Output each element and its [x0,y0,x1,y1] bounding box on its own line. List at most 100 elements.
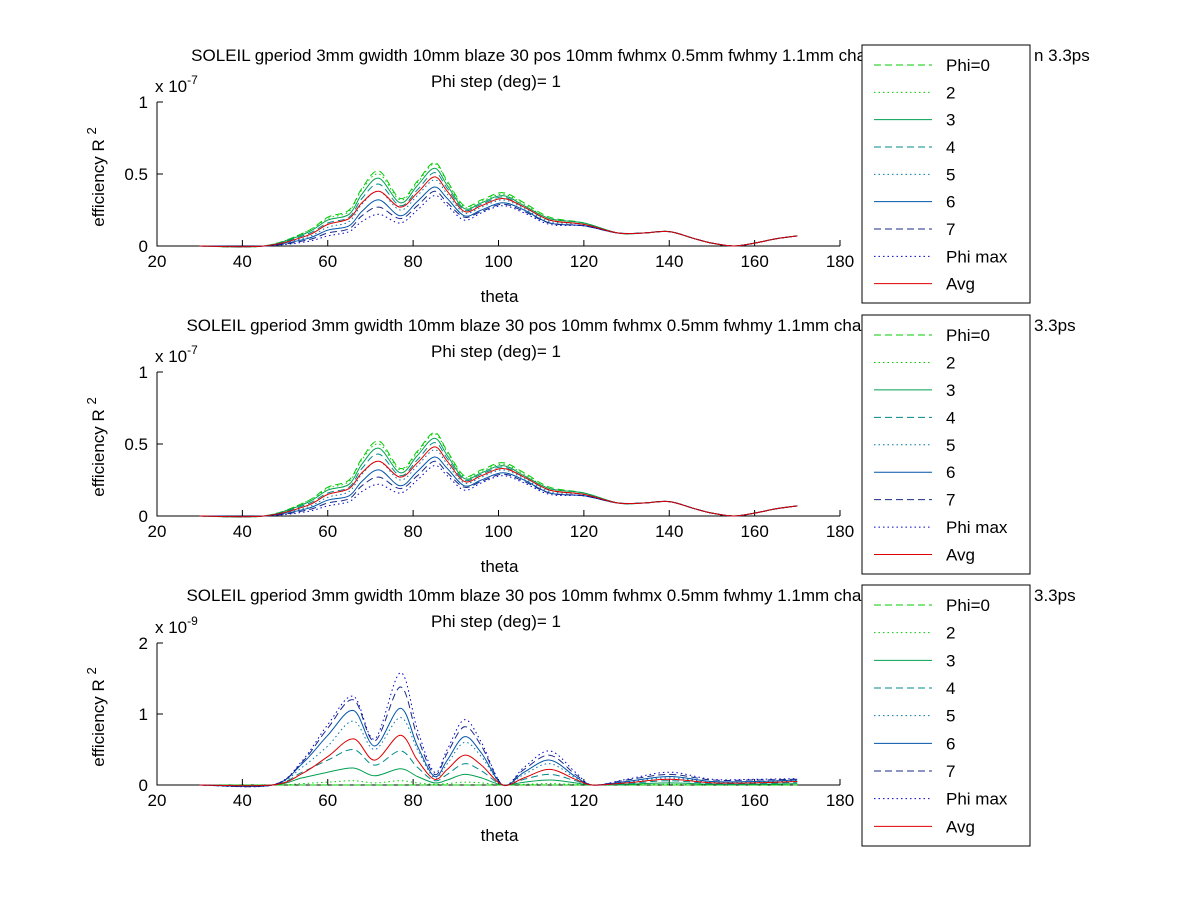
x-tick-label: 160 [740,252,768,271]
x-tick-label: 40 [233,252,252,271]
subplot-3: 20 40 60 80 100 120 140 160 180 0 1 2 x 10-9 SOLEIL g… [84,584,1076,847]
x-tick-label: 60 [318,791,337,810]
series-line-7 [199,190,798,247]
series-line-avg [199,176,798,248]
x-axis-label: theta [481,826,519,845]
x-tick-label: 20 [148,791,167,810]
legend-label: Phi max [946,247,1008,266]
chart-subtitle: Phi step (deg)= 1 [431,72,561,91]
y-axis-label: efficiency R 2 [84,127,108,227]
axes-frame [156,372,840,517]
x-tick-label: 80 [404,522,423,541]
x-tick-label: 180 [826,252,854,271]
legend-label: Avg [946,275,975,294]
y-tick-label: 0.5 [124,165,148,184]
legend: Phi=0 2 3 4 5 6 7 Phi max Avg [861,314,1031,575]
legend-label: Phi=0 [946,596,990,615]
legend-label: 7 [946,491,955,510]
chart-title-tail: n 3.3ps [1034,46,1090,65]
scale-factor: x 10-7 [155,73,198,96]
series-line-3 [199,437,798,518]
y-tick-label: 0 [139,507,148,526]
legend-label: 3 [946,381,955,400]
legend-box [861,314,1031,575]
x-tick-label: 160 [740,522,768,541]
scale-factor: x 10-9 [155,614,198,637]
legend-box [861,44,1031,304]
legend-label: 4 [946,679,955,698]
series-line-phi-max [199,672,798,788]
x-tick-label: 40 [233,522,252,541]
series-line-6 [199,707,798,788]
series-line-3 [199,167,798,248]
x-tick-label: 140 [655,791,683,810]
legend-label: Phi max [946,518,1008,537]
legend-label: 2 [946,83,955,102]
chart-subtitle: Phi step (deg)= 1 [431,342,561,361]
series-line-avg [199,734,798,787]
y-tick-label: 0 [139,237,148,256]
legend-label: 7 [946,220,955,239]
y-tick-label: 2 [139,634,148,653]
x-tick-label: 20 [148,252,167,271]
scale-factor: x 10-7 [155,343,198,366]
legend-label: Phi=0 [946,326,990,345]
x-tick-label: 100 [484,791,512,810]
y-axis-label-exponent: 2 [84,667,99,674]
chart-title: SOLEIL gperiod 3mm gwidth 10mm blaze 30 … [186,586,909,605]
series-line-5 [199,179,798,248]
legend-label: 5 [946,707,955,726]
x-tick-label: 100 [484,522,512,541]
x-axis-label: theta [481,557,519,576]
legend: Phi=0 2 3 4 5 6 7 Phi max Avg [861,584,1031,847]
legend-label: 6 [946,734,955,753]
axes-frame [156,102,840,247]
legend-label: Avg [946,546,975,565]
series-line-7 [199,686,798,788]
subplot-2: 20 40 60 80 100 120 140 160 180 0 0.5 1 x 10-7 SOLEIL… [84,314,1076,576]
legend-box [861,584,1031,847]
y-axis-label: efficiency R 2 [84,397,108,497]
chart-title: SOLEIL gperiod 3mm gwidth 10mm blaze 30 … [186,316,909,335]
x-axis-label: theta [481,287,519,306]
x-tick-label: 80 [404,252,423,271]
series-group [199,431,798,518]
x-tick-label: 180 [826,791,854,810]
x-tick-label: 40 [233,791,252,810]
axes-frame [156,643,840,786]
y-tick-label: 1 [139,93,148,112]
legend: Phi=0 2 3 4 5 6 7 Phi max Avg [861,44,1031,304]
y-tick-label: 1 [139,705,148,724]
x-tick-label: 120 [570,522,598,541]
legend-label: 5 [946,165,955,184]
x-tick-label: 120 [570,252,598,271]
series-group [199,672,798,788]
series-line-2 [199,163,798,248]
x-tick-label: 100 [484,252,512,271]
legend-label: 7 [946,762,955,781]
x-tick-label: 80 [404,791,423,810]
legend-label: 5 [946,436,955,455]
legend-label: Avg [946,817,975,836]
series-group [199,161,798,248]
series-line-3 [199,767,798,787]
x-tick-label: 20 [148,522,167,541]
legend-label: 6 [946,193,955,212]
scale-exponent: -7 [187,73,198,87]
series-line-4 [199,172,798,248]
x-tick-label: 140 [655,252,683,271]
legend-label: 3 [946,651,955,670]
series-line-4 [199,442,798,518]
y-tick-label: 0.5 [124,435,148,454]
chart-subtitle: Phi step (deg)= 1 [431,612,561,631]
y-axis-label-exponent: 2 [84,127,99,134]
legend-label: 2 [946,624,955,643]
x-tick-label: 120 [570,791,598,810]
x-tick-label: 60 [318,252,337,271]
legend-label: Phi max [946,790,1008,809]
legend-label: 4 [946,138,955,157]
y-axis-label-exponent: 2 [84,397,99,404]
legend-label: 3 [946,111,955,130]
legend-label: 2 [946,353,955,372]
